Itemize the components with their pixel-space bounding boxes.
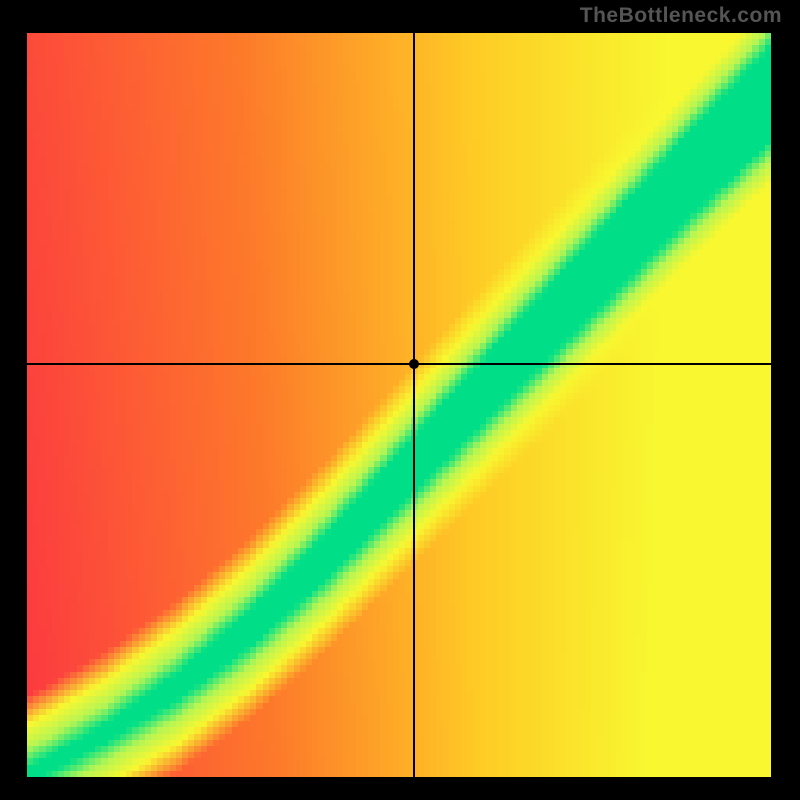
crosshair-horizontal bbox=[27, 363, 771, 365]
bottleneck-heatmap bbox=[27, 33, 771, 777]
crosshair-marker-dot bbox=[409, 359, 419, 369]
crosshair-vertical bbox=[413, 33, 415, 777]
chart-container: TheBottleneck.com bbox=[0, 0, 800, 800]
watermark-text: TheBottleneck.com bbox=[580, 4, 782, 28]
